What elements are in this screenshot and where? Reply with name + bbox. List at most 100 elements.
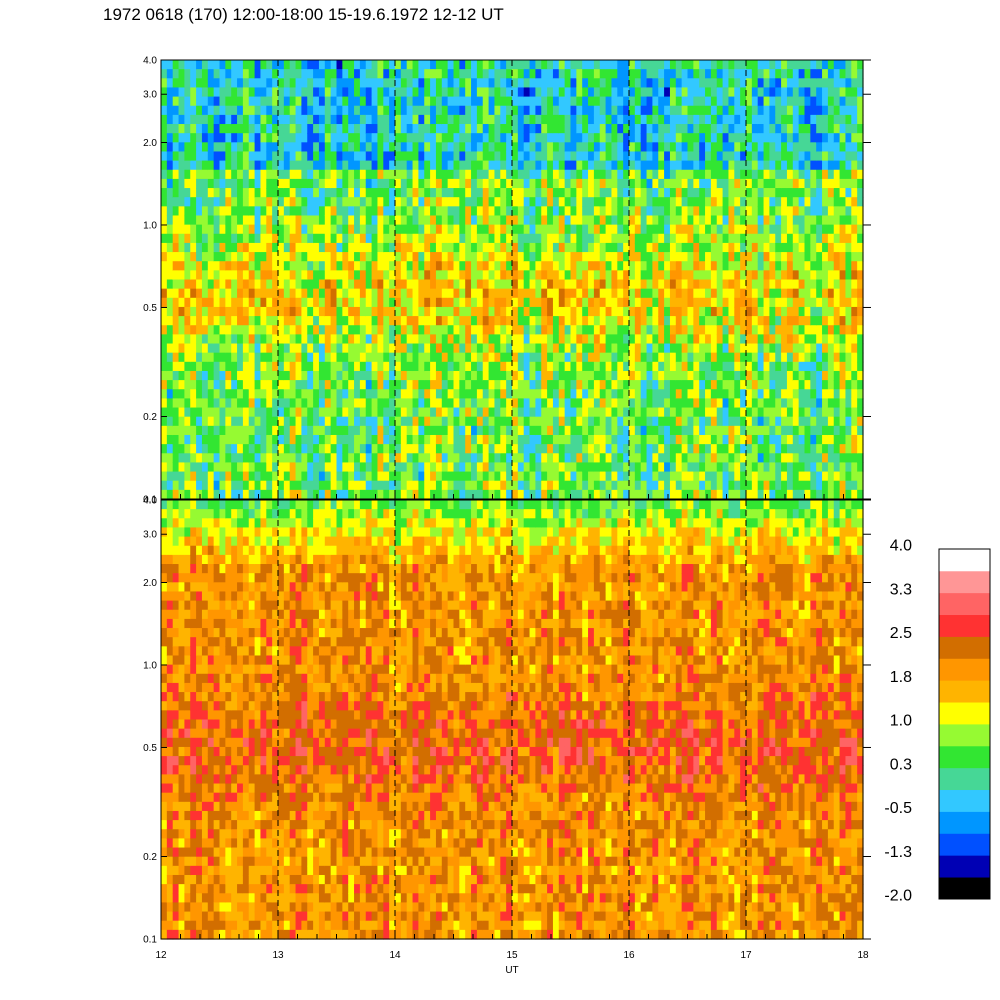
- heatmap-cell: [517, 407, 525, 418]
- heatmap-cell: [652, 462, 659, 473]
- heatmap-cell: [541, 361, 548, 372]
- heatmap-cell: [383, 206, 390, 217]
- top-spectrogram-panel: [161, 60, 864, 500]
- heatmap-cell: [237, 178, 244, 189]
- heatmap-cell: [629, 444, 636, 454]
- heatmap-cell: [254, 178, 262, 189]
- heatmap-cell: [371, 206, 379, 217]
- heatmap-cell: [669, 279, 677, 290]
- heatmap-cell: [161, 462, 168, 473]
- heatmap-cell: [318, 480, 326, 491]
- heatmap-cell: [512, 297, 519, 308]
- heatmap-cell: [699, 178, 706, 189]
- heatmap-cell: [740, 288, 747, 299]
- heatmap-cell: [588, 169, 595, 180]
- heatmap-cell: [734, 453, 741, 464]
- heatmap-cell: [424, 224, 431, 235]
- heatmap-cell: [365, 252, 373, 262]
- heatmap-cell: [582, 133, 589, 143]
- heatmap-cell: [336, 343, 343, 354]
- heatmap-cell: [617, 105, 624, 116]
- heatmap-cell: [599, 87, 607, 98]
- heatmap-cell: [582, 352, 589, 363]
- heatmap-cell: [272, 252, 279, 262]
- heatmap-cell: [295, 114, 302, 125]
- heatmap-cell: [354, 288, 361, 299]
- heatmap-cell: [336, 398, 343, 409]
- heatmap-cell: [611, 453, 618, 464]
- heatmap-cell: [500, 425, 507, 436]
- heatmap-cell: [746, 215, 753, 226]
- heatmap-cell: [529, 151, 536, 162]
- heatmap-cell: [687, 370, 694, 381]
- heatmap-cell: [359, 352, 367, 363]
- heatmap-cell: [313, 306, 320, 317]
- heatmap-cell: [465, 197, 472, 207]
- heatmap-cell: [465, 316, 472, 326]
- heatmap-cell: [283, 96, 291, 107]
- heatmap-cell: [336, 288, 343, 299]
- heatmap-cell: [336, 370, 343, 381]
- heatmap-cell: [512, 279, 519, 290]
- heatmap-cell: [599, 114, 607, 125]
- heatmap-cell: [447, 206, 455, 217]
- heatmap-cell: [728, 224, 735, 235]
- heatmap-cell: [242, 96, 250, 107]
- heatmap-cell: [406, 252, 414, 262]
- heatmap-cell: [617, 60, 624, 70]
- heatmap-cell: [289, 133, 297, 143]
- heatmap-cell: [593, 297, 601, 308]
- heatmap-cell: [506, 398, 513, 409]
- heatmap-cell: [705, 334, 712, 345]
- heatmap-cell: [757, 489, 765, 500]
- heatmap-cell: [763, 224, 770, 235]
- heatmap-cell: [593, 188, 601, 198]
- heatmap-cell: [453, 416, 460, 427]
- heatmap-cell: [377, 316, 384, 326]
- heatmap-cell: [716, 105, 724, 116]
- heatmap-cell: [172, 233, 180, 244]
- heatmap-cell: [599, 480, 607, 491]
- heatmap-cell: [658, 242, 665, 253]
- heatmap-cell: [488, 361, 496, 372]
- heatmap-cell: [716, 325, 724, 335]
- heatmap-cell: [242, 480, 250, 491]
- heatmap-cell: [324, 343, 332, 354]
- heatmap-cell: [529, 325, 536, 335]
- heatmap-cell: [336, 425, 343, 436]
- heatmap-cell: [354, 252, 361, 262]
- heatmap-cell: [318, 471, 326, 482]
- heatmap-cell: [552, 416, 560, 427]
- heatmap-cell: [617, 233, 624, 244]
- heatmap-cell: [728, 242, 735, 253]
- heatmap-cell: [459, 334, 466, 345]
- heatmap-cell: [658, 480, 665, 491]
- heatmap-cell: [172, 124, 180, 134]
- heatmap-cell: [307, 178, 314, 189]
- heatmap-cell: [359, 279, 367, 290]
- heatmap-cell: [547, 252, 554, 262]
- heatmap-cell: [552, 224, 560, 235]
- heatmap-cell: [430, 334, 437, 345]
- heatmap-cell: [687, 114, 694, 125]
- heatmap-cell: [523, 60, 531, 70]
- heatmap-cell: [605, 416, 613, 427]
- heatmap-cell: [675, 169, 683, 180]
- heatmap-cell: [558, 343, 566, 354]
- heatmap-cell: [459, 325, 466, 335]
- heatmap-cell: [681, 169, 689, 180]
- heatmap-cell: [289, 124, 297, 134]
- heatmap-cell: [681, 270, 689, 281]
- heatmap-cell: [658, 334, 665, 345]
- heatmap-cell: [471, 425, 478, 436]
- heatmap-cell: [506, 114, 513, 125]
- heatmap-cell: [430, 462, 437, 473]
- heatmap-cell: [342, 160, 349, 171]
- heatmap-cell: [552, 380, 560, 390]
- heatmap-cell: [412, 370, 419, 381]
- heatmap-cell: [295, 224, 302, 235]
- heatmap-cell: [435, 352, 443, 363]
- heatmap-cell: [547, 133, 554, 143]
- heatmap-cell: [728, 343, 735, 354]
- heatmap-cell: [301, 224, 308, 235]
